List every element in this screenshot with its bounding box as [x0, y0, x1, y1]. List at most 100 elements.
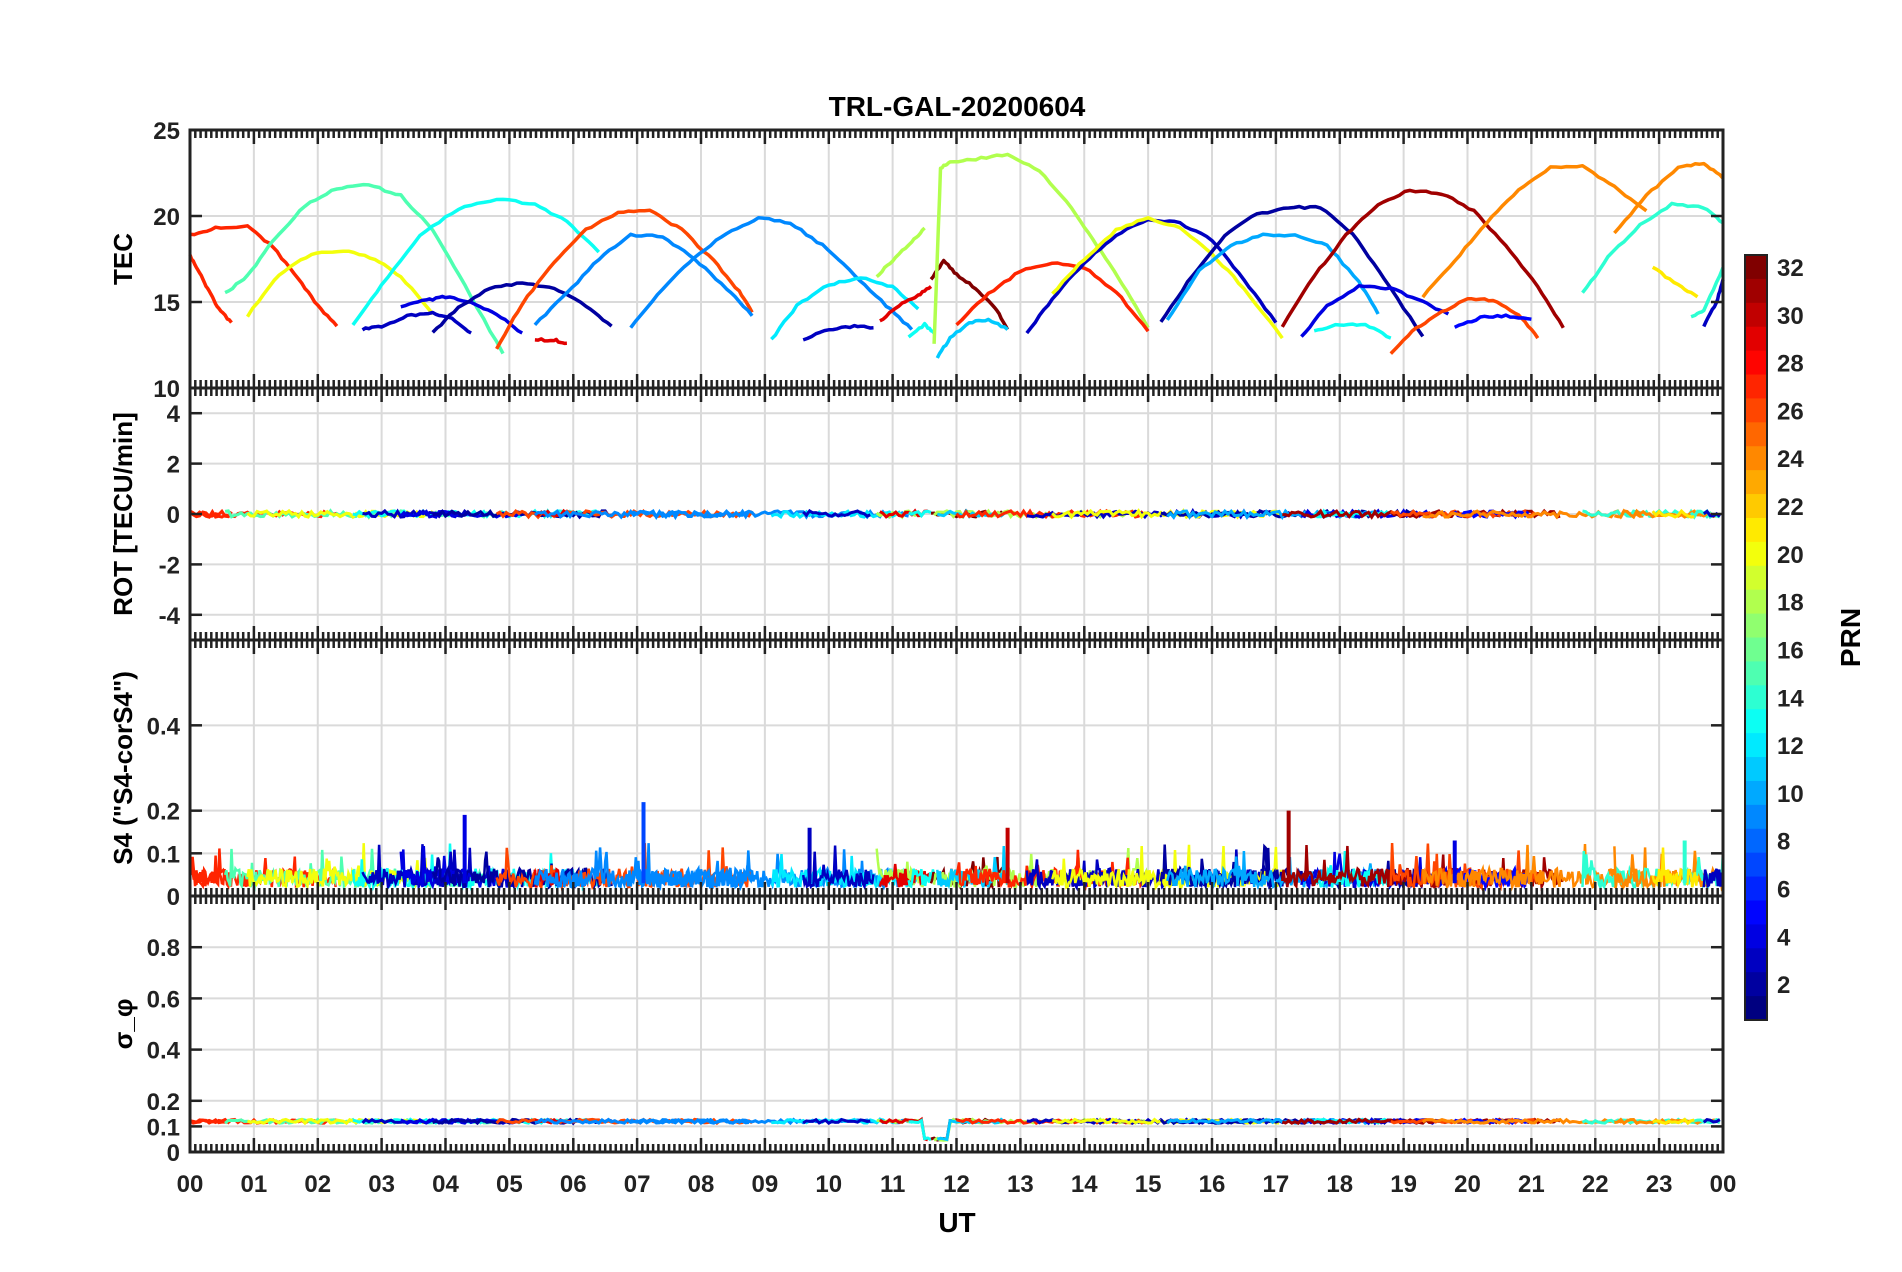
tec-y-tick-label: 10	[153, 376, 180, 403]
colorbar-tick-label: 22	[1777, 494, 1804, 521]
tec-arc-prn-26	[495, 208, 754, 350]
sigma-y-tick-label: 0.8	[147, 935, 180, 962]
colorbar-swatch-12	[1745, 733, 1767, 758]
sigma-trace-prn-13	[908, 1118, 932, 1142]
rot-trace-prn-3	[802, 509, 871, 518]
colorbar-swatch-11	[1745, 757, 1767, 782]
s4-x-ticks	[188, 640, 1725, 896]
tec-y-tick-label: 15	[153, 290, 180, 317]
x-tick-label: 06	[560, 1171, 587, 1198]
colorbar-swatch-16	[1745, 637, 1767, 662]
colorbar-swatch-26	[1745, 398, 1767, 423]
tec-arc-prn-24	[1613, 161, 1725, 235]
sigma-trace-prn-3	[802, 1117, 871, 1126]
colorbar-swatch-18	[1745, 589, 1767, 615]
colorbar-swatch-29	[1745, 326, 1767, 352]
colorbar-swatch-7	[1745, 852, 1767, 878]
colorbar-tick-label: 8	[1777, 829, 1790, 856]
colorbar-swatch-14	[1745, 685, 1767, 710]
s4-trace-prn-21	[1651, 847, 1699, 890]
tec-arc-prn-4	[1300, 283, 1450, 338]
colorbar-swatch-22	[1745, 494, 1767, 519]
sigma-y-tick-label: 0.1	[147, 1114, 180, 1141]
rot-y-tick-label: 4	[167, 401, 181, 428]
colorbar-swatch-32	[1745, 255, 1767, 280]
tec-arc-prn-20	[1051, 216, 1284, 340]
colorbar-tick-label: 20	[1777, 542, 1804, 569]
tec-arc-prn-13	[351, 197, 601, 326]
s4-trace-prn-13	[907, 868, 936, 889]
colorbar-tick-label: 26	[1777, 398, 1804, 425]
colorbar-swatch-28	[1745, 350, 1767, 376]
x-tick-label: 12	[943, 1171, 970, 1198]
tec-arc-prn-18	[875, 226, 926, 279]
x-tick-label: 07	[624, 1171, 651, 1198]
tec-arc-prn-27	[188, 254, 233, 324]
x-tick-label: 18	[1326, 1171, 1353, 1198]
colorbar-tick-label: 24	[1777, 446, 1804, 473]
rot-y-tick-label: -4	[159, 603, 181, 630]
x-tick-label: 02	[304, 1171, 331, 1198]
chart-title: TRL-GAL-20200604	[829, 91, 1086, 122]
colorbar-swatch-21	[1745, 517, 1767, 543]
colorbar-swatch-15	[1745, 661, 1767, 686]
tec-arc-prn-3	[1025, 217, 1278, 335]
tec-arc-prn-31	[1280, 188, 1565, 329]
s4-trace-prn-9	[533, 843, 754, 891]
colorbar-swatch-17	[1745, 613, 1767, 638]
colorbar-tick-label: 12	[1777, 733, 1804, 760]
sigma-y-tick-label: 0.4	[147, 1038, 181, 1065]
x-tick-label: 22	[1582, 1171, 1609, 1198]
tec-arc-prn-29	[879, 285, 933, 323]
colorbar-swatch-10	[1745, 780, 1767, 806]
tec-arc-prn-24	[1421, 163, 1648, 299]
x-tick-label: 10	[815, 1171, 842, 1198]
colorbar-swatch-19	[1745, 565, 1767, 591]
s4-panel: 0 0.1 0.2 0.4 S4 ("S4-corS4")	[108, 638, 1725, 911]
x-tick-label: 23	[1646, 1171, 1673, 1198]
tec-arc-prn-21	[1651, 265, 1699, 299]
tec-arc-prn-2	[431, 281, 613, 334]
x-tick-label: 09	[752, 1171, 779, 1198]
x-tick-label: 04	[432, 1171, 459, 1198]
colorbar-tick-label: 10	[1777, 781, 1804, 808]
x-tick-label: 08	[688, 1171, 715, 1198]
sigma-y-tick-label: 0.6	[147, 986, 180, 1013]
colorbar-tick-label: 28	[1777, 351, 1804, 378]
tec-arc-prn-12	[770, 276, 920, 341]
tec-arc-prn-32	[929, 258, 1010, 331]
rot-panel: -4 -2 0 2 4 ROT [TECU/min]	[108, 386, 1725, 642]
tec-arc-prn-13	[1313, 322, 1392, 340]
rot-y-tick-label: 2	[167, 452, 180, 479]
x-tick-label: 05	[496, 1171, 523, 1198]
colorbar-swatch-9	[1745, 804, 1767, 830]
colorbar-label: PRN	[1835, 608, 1866, 667]
tec-arc-prn-26	[1389, 297, 1540, 355]
tec-arc-prn-18	[932, 152, 1150, 344]
colorbar-swatch-3	[1745, 948, 1767, 973]
colorbar-border	[1744, 254, 1768, 1021]
tec-arc-prn-11	[935, 317, 1009, 359]
colorbar-swatch-30	[1745, 302, 1767, 328]
colorbar-swatch-5	[1745, 900, 1767, 925]
colorbar-tick-label: 18	[1777, 590, 1804, 617]
tec-arc-prn-5	[1453, 313, 1532, 329]
colorbar-swatch-25	[1745, 422, 1767, 447]
x-tick-label: 00	[177, 1171, 204, 1198]
x-tick-label: 21	[1518, 1171, 1545, 1198]
tec-arc-prn-13	[907, 321, 936, 339]
colorbar-swatch-24	[1745, 446, 1767, 471]
colorbar-swatch-4	[1745, 924, 1767, 949]
colorbar-swatch-31	[1745, 278, 1767, 304]
rot-x-ticks	[188, 388, 1725, 640]
x-tick-label: 13	[1007, 1171, 1034, 1198]
s4-y-tick-label: 0.1	[147, 841, 180, 868]
tec-arc-prn-15	[224, 182, 505, 355]
tec-arc-prn-4	[400, 294, 524, 335]
colorbar-swatch-1	[1745, 996, 1767, 1021]
x-tick-label: 17	[1263, 1171, 1290, 1198]
tec-y-label: TEC	[108, 233, 138, 285]
colorbar-swatch-6	[1745, 876, 1767, 901]
